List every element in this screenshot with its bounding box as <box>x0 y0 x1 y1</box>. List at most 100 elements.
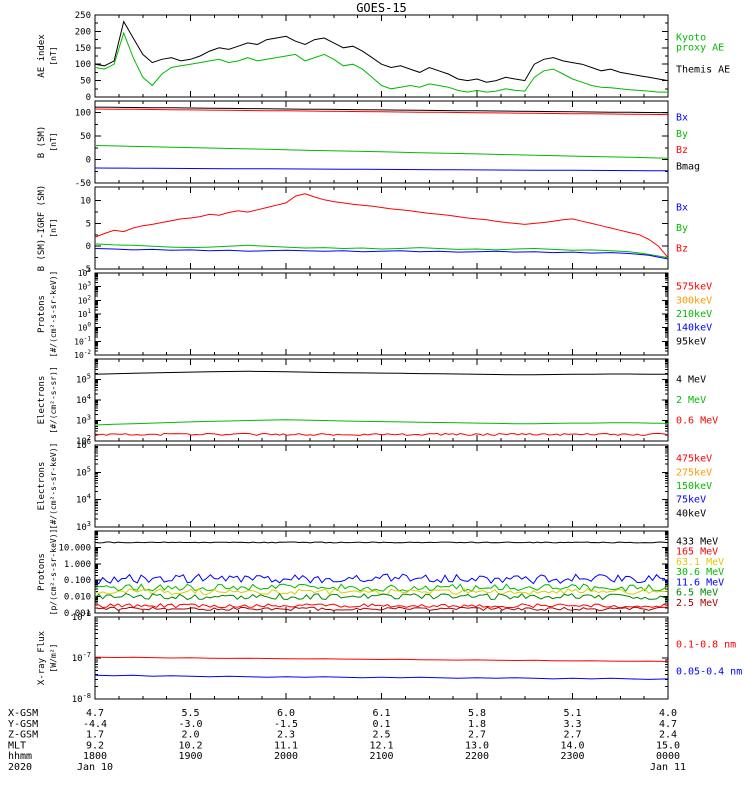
ytick-xray-flux-10-8: 10-8 <box>72 692 91 705</box>
row-hhmm-value-1: 1900 <box>178 751 202 762</box>
ytick-protons-kev-10-4: 104 <box>78 267 92 278</box>
bottom-axis-annotations: X-GSM 4.7 5.5 6.0 6.1 5.8 5.1 4.0 Y-GSM -4.4 -3.0 -… <box>8 708 686 773</box>
series-themis-ae <box>95 20 668 83</box>
panel-protons-mev-axis-labels: 10.000 1.000 0.100 0.010 0.001 <box>58 543 91 619</box>
row-hhmm-value-6: 0000 <box>656 751 680 762</box>
ytick-b-sm-igrf-0: 0 <box>86 242 91 252</box>
legend-75kev: 75keV <box>676 495 706 506</box>
legend-bz: Bz <box>676 145 688 156</box>
ytick-protons-mev-0.100: 0.100 <box>64 576 91 586</box>
ytick-protons-kev-10-1: 10-1 <box>74 335 91 346</box>
row-y-gsm-value-3: 0.1 <box>372 719 390 730</box>
row-x-gsm-value-6: 4.0 <box>659 708 677 719</box>
row-y-gsm-value-2: -1.5 <box>274 719 298 730</box>
ytick-protons-kev-10-2: 102 <box>78 294 92 305</box>
ytick-xray-flux-10-7: 10-7 <box>72 651 91 664</box>
panel-xray-flux-axis-labels: 10-6 10-7 10-8 <box>72 610 91 705</box>
legend-95kev: 95keV <box>676 336 706 347</box>
legend-210kev: 210keV <box>676 309 712 320</box>
row-mlt-value-0: 9.2 <box>86 740 104 751</box>
panel-electrons-integral: 105 104 103 102 Electrons [#/(cm²-s-sr)] 4 MeV… <box>37 358 718 448</box>
row-y-gsm-value-4: 1.8 <box>468 719 486 730</box>
panel-electrons-differential: 106 105 104 103 Electrons [#/(cm²-s-sr-keV)] 4… <box>37 438 712 533</box>
ylabel-units-electrons-differential: [#/(cm²-s-sr-keV)] <box>49 443 58 530</box>
row-x-gsm-value-3: 6.1 <box>372 708 390 719</box>
legend-0.6-mev: 0.6 MeV <box>676 416 718 427</box>
ytick-b-sm-igrf-10: 10 <box>80 197 91 207</box>
legend-bx: Bx <box>676 112 688 123</box>
legend-bz: Bz <box>676 244 688 255</box>
row-hhmm-value-4: 2200 <box>465 751 489 762</box>
row-z-gsm-value-1: 2.0 <box>181 730 199 741</box>
row-x-gsm-value-2: 6.0 <box>277 708 295 719</box>
row-z-gsm-value-4: 2.7 <box>468 730 486 741</box>
series-63.1-mev <box>95 587 668 596</box>
legend-275kev: 275keV <box>676 467 712 478</box>
panel-protons-mev: 10.000 1.000 0.100 0.010 0.001 Protons [p/(cm²… <box>37 529 724 619</box>
ytick-electrons-differential-10-4: 104 <box>76 493 91 506</box>
row-2020-value-6: Jan 11 <box>650 762 686 773</box>
ytick-protons-mev-0.001: 0.001 <box>64 609 91 619</box>
legend-40kev: 40keV <box>676 508 706 519</box>
series-bx <box>95 248 668 260</box>
ylabel-units-b-sm-igrf: [nT] <box>49 218 58 237</box>
ylabel-units-electrons-integral: [#/(cm²-s-sr)] <box>49 366 58 433</box>
ytick-protons-kev-10-2: 10-2 <box>74 349 91 360</box>
ylabel-units-b-sm: [nT] <box>49 132 58 151</box>
series-4-mev <box>95 370 668 376</box>
series-bz <box>95 193 668 258</box>
legend-63.1-mev: 63.1 MeV <box>676 557 724 568</box>
panel-b-sm-axis-labels: -50 0 50 100 <box>75 109 91 189</box>
series-2.5-mev <box>95 606 668 612</box>
ytick-electrons-differential-10-6: 106 <box>76 438 91 451</box>
ytick-protons-kev-10-1: 101 <box>78 308 92 319</box>
ytick-xray-flux-10-6: 10-6 <box>72 610 91 623</box>
ytick-b-sm-0: 0 <box>86 156 91 166</box>
ytick-protons-kev-10-3: 103 <box>78 281 92 292</box>
legend-2.5-mev: 2.5 MeV <box>676 598 718 609</box>
series-bmag <box>95 106 668 114</box>
row-label-mlt: MLT <box>8 740 26 751</box>
row-label-z-gsm: Z-GSM <box>8 730 38 741</box>
series-bx <box>95 167 668 172</box>
legend-475kev: 475keV <box>676 454 712 465</box>
row-mlt-value-1: 10.2 <box>178 740 202 751</box>
legend-by: By <box>676 129 688 140</box>
legend-0.1-0.8-nm: 0.1-0.8 nm <box>676 639 736 650</box>
ytick-electrons-integral-10-2: 102 <box>76 434 91 447</box>
ylabel-b-sm-igrf: B (SM)-IGRF (SM) <box>37 185 47 272</box>
row-y-gsm-value-0: -4.4 <box>83 719 107 730</box>
ytick-protons-mev-10.000: 10.000 <box>58 543 91 553</box>
series-bz <box>95 108 668 116</box>
panel-electrons-integral-axis-labels: 105 104 103 102 <box>76 373 91 448</box>
ytick-electrons-integral-10-4: 104 <box>76 393 91 406</box>
legend-2-mev: 2 MeV <box>676 395 706 406</box>
row-hhmm-value-2: 2000 <box>274 751 298 762</box>
row-mlt-value-6: 15.0 <box>656 740 680 751</box>
ytick-b-sm-50: 50 <box>80 132 91 142</box>
row-x-gsm-value-0: 4.7 <box>86 708 104 719</box>
panel-electrons-differential-axis-labels: 106 105 104 103 <box>76 438 91 533</box>
ylabel-xray-flux: X-ray Flux <box>37 630 47 685</box>
legend-6.5-mev: 6.5 MeV <box>676 588 718 599</box>
panel-ae-index-axis-labels: 0 50 100 150 200 250 <box>75 11 91 103</box>
ylabel-units-xray-flux: [W/m²] <box>49 644 58 673</box>
ylabel-units-protons-mev: [p/(cm²-s-sr-keV)] <box>49 529 58 616</box>
ylabel-units-ae-index: [nT] <box>49 46 58 65</box>
row-z-gsm-value-2: 2.3 <box>277 730 295 741</box>
legend-themis-ae: Themis AE <box>676 65 730 76</box>
row-z-gsm-value-3: 2.5 <box>372 730 390 741</box>
ytick-protons-mev-0.010: 0.010 <box>64 593 91 603</box>
ylabel-electrons-integral: Electrons <box>37 376 47 425</box>
row-y-gsm-value-5: 3.3 <box>563 719 581 730</box>
panel-b-sm-igrf: -5 0 5 10 B (SM)-IGRF (SM) [nT] Bx By Bz <box>37 185 688 275</box>
legend-300kev: 300keV <box>676 295 712 306</box>
row-z-gsm-value-0: 1.7 <box>86 730 104 741</box>
row-hhmm-value-0: 1800 <box>83 751 107 762</box>
ytick-ae-index-50: 50 <box>80 77 91 87</box>
row-label-y-gsm: Y-GSM <box>8 719 38 730</box>
ytick-electrons-differential-10-3: 103 <box>76 520 91 533</box>
